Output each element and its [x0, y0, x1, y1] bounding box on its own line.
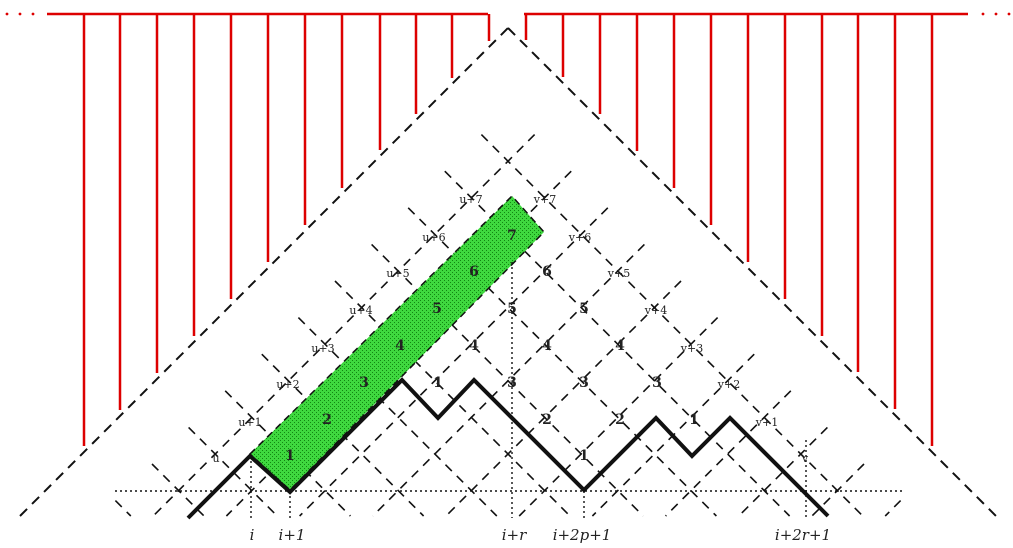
red-ellipsis-right — [981, 12, 1011, 16]
u-label: u+4 — [349, 304, 372, 317]
cell-number: 6 — [542, 264, 552, 280]
u-label: u+1 — [238, 416, 261, 429]
cell-number: 4 — [469, 338, 479, 354]
green-strip-numbers: 1 2 3 4 5 6 7 — [285, 228, 517, 464]
vertical-markers — [250, 262, 807, 518]
grid-line — [299, 207, 609, 517]
v-label: v+4 — [644, 304, 667, 317]
red-vertical-lines — [82, 14, 934, 446]
grid-line — [372, 243, 645, 517]
v-label: v+5 — [607, 267, 630, 280]
x-label: i+r — [502, 526, 527, 544]
grid-line — [811, 463, 865, 517]
cell-number: 5 — [432, 301, 442, 317]
u-label: u+7 — [459, 193, 482, 206]
u-labels: u u+1 u+2 u+3 u+4 u+5 u+6 u+7 — [212, 193, 482, 465]
v-labels: v v+1 v+2 v+3 v+4 v+5 v+6 v+7 — [533, 193, 809, 465]
cell-number: 1 — [285, 448, 295, 464]
lattice-path — [186, 377, 830, 520]
u-label: u+5 — [386, 267, 409, 280]
cell-number: 6 — [469, 264, 479, 280]
grid-line — [884, 500, 902, 517]
v-label: v+6 — [568, 231, 591, 244]
x-label: i+2r+1 — [775, 526, 831, 544]
red-ellipsis-left — [5, 12, 35, 16]
outer-triangle — [19, 27, 997, 517]
cell-number: 5 — [579, 301, 589, 317]
grid-line — [152, 134, 536, 517]
cell-number: 3 — [507, 375, 517, 391]
grid-line — [665, 390, 792, 517]
cell-number: 3 — [579, 375, 589, 391]
cell-number: 4 — [542, 338, 552, 354]
cell-number: 5 — [507, 301, 517, 317]
cell-number: 7 — [507, 228, 517, 244]
v-label: v+1 — [755, 416, 778, 429]
grid-line — [151, 463, 205, 517]
cell-numbers: 1 1 2 2 1 3 3 3 4 4 4 5 5 6 — [433, 264, 699, 464]
grid-line — [480, 134, 864, 517]
v-label: v — [801, 452, 809, 465]
x-label: i+1 — [279, 526, 306, 544]
u-label: u — [212, 452, 219, 465]
x-label: i+2p+1 — [553, 526, 612, 544]
u-label: u+6 — [422, 231, 445, 244]
x-label: i — [250, 526, 255, 544]
cell-number: 4 — [615, 338, 625, 354]
v-label: v+7 — [533, 193, 556, 206]
cell-number: 2 — [322, 412, 332, 428]
cell-number: 1 — [579, 448, 589, 464]
cell-number: 1 — [689, 412, 699, 428]
x-axis-labels: i i+1 i+r i+2p+1 i+2r+1 — [250, 526, 832, 544]
cell-number: 4 — [395, 338, 405, 354]
u-label: u+3 — [311, 342, 334, 355]
grid-line — [188, 426, 278, 517]
grid-line — [114, 500, 132, 517]
cell-number: 3 — [359, 375, 369, 391]
dashed-diagonal-grid — [114, 134, 902, 517]
v-label: v+2 — [717, 378, 740, 391]
u-label: u+2 — [276, 378, 299, 391]
cell-number: 1 — [433, 375, 443, 391]
grid-line — [738, 426, 828, 517]
grid-line — [334, 280, 571, 517]
cell-number: 3 — [652, 375, 662, 391]
v-label: v+3 — [680, 342, 703, 355]
grid-line — [445, 280, 682, 517]
cell-number: 2 — [615, 412, 625, 428]
cell-number: 2 — [542, 412, 552, 428]
